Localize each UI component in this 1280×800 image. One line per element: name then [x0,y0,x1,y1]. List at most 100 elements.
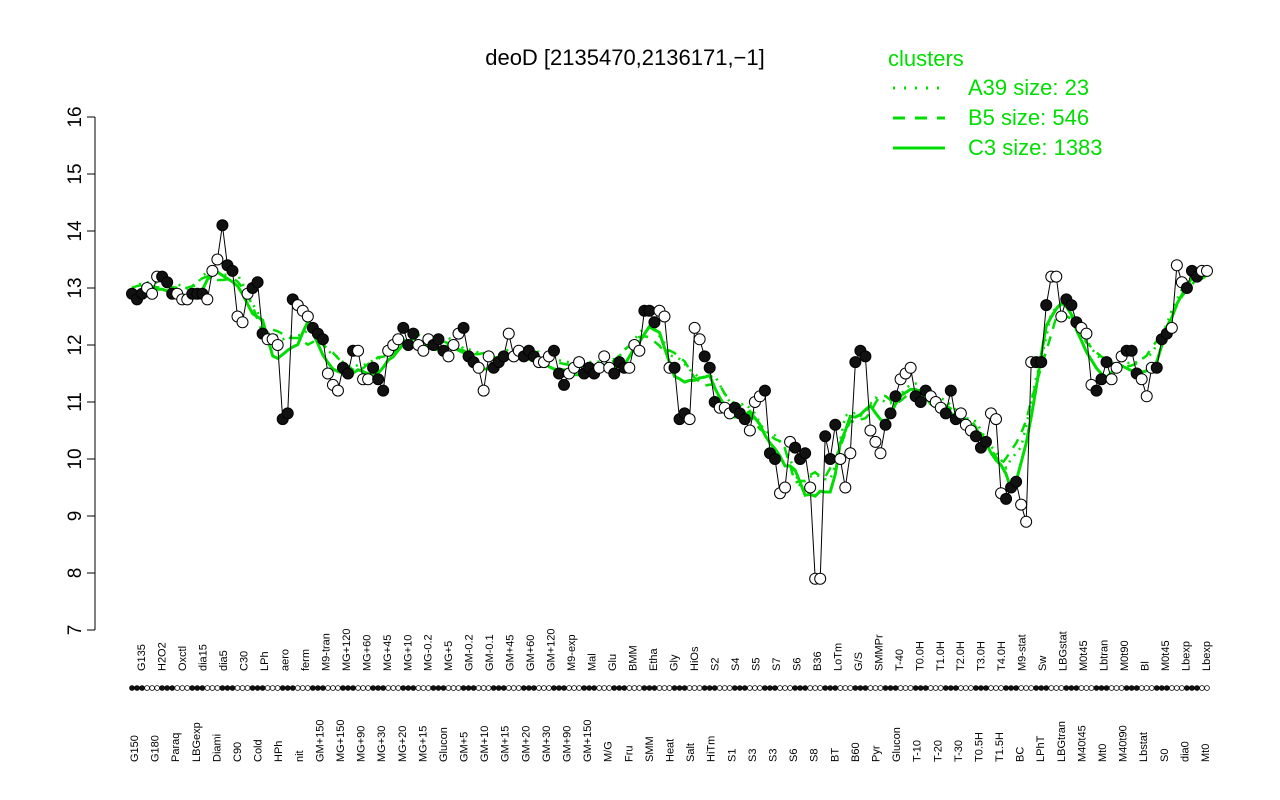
data-point [904,361,917,374]
rug-point [551,685,557,691]
x-tick-label-upper: T0.0H [914,641,926,671]
data-point [146,287,159,300]
data-point [372,373,385,386]
rug-point [561,685,567,691]
rug-point [219,685,226,691]
rug-point [968,685,974,691]
x-tick-label-upper: T-40 [894,649,906,671]
rug-point [500,685,507,691]
legend-label: A39 size: 23 [968,75,1089,100]
rug-point [852,685,859,691]
data-point [849,356,862,369]
x-tick-label-lower: nit [294,750,306,762]
rug-point [360,685,366,691]
legend: clusters A39 size: 23 B5 size: 546 C3 size… [888,46,1103,160]
rug-point [822,685,829,691]
rug-point [154,685,160,691]
rug-point [279,685,286,691]
rug-point [405,685,412,691]
x-tick-label-lower: MG+15 [417,726,429,762]
rug-point [651,685,658,691]
rug-point [882,685,889,691]
rug-point [325,685,331,691]
rug-point [1058,685,1065,691]
rug-point [857,685,864,691]
rug-point [264,685,271,691]
data-point [331,384,344,397]
data-point [402,339,415,351]
data-point [789,441,802,454]
rug-point [375,685,381,691]
x-tick-label-lower: GM+5 [459,732,471,762]
rug-point [455,685,462,691]
data-point [593,361,606,374]
data-point [201,293,214,306]
rug-point [234,685,241,691]
rug-point [320,685,326,691]
x-tick-label-lower: M40t45 [1076,725,1088,762]
rug-point [440,685,447,691]
rug-point [1053,685,1060,691]
rug-point [1083,685,1090,691]
rug-point [862,685,869,691]
data-point [864,424,877,437]
rug-point [611,685,618,691]
x-tick-label-lower: T-10 [912,740,924,762]
x-tick-label-upper: T3.0H [976,641,988,671]
rug-point [706,685,713,691]
data-point [1140,390,1153,403]
x-tick-label-upper: GM+120 [546,629,558,672]
rug-point [1189,685,1195,691]
rug-point [566,685,572,691]
x-tick-label-lower: GM+20 [520,726,532,762]
rug-point [556,685,562,691]
data-point [1055,310,1068,323]
x-tick-label-upper: T2.0H [955,641,967,671]
x-tick-label-lower: S1 [726,749,738,762]
x-tick-label-upper: MG-0.2 [423,634,435,671]
data-point [990,413,1003,426]
rug-point [872,685,879,691]
rug-point [721,685,728,691]
x-tick-label-upper: MG+60 [361,635,373,671]
rug-point [656,685,663,691]
x-tick-label-upper: M9-tran [320,633,332,671]
x-tick-label-upper: S5 [750,658,762,671]
rug-point [1038,685,1045,691]
x-tick-label-upper: Gly [669,654,681,671]
rug-point [922,685,929,691]
rug-point [887,685,894,691]
rug-point [726,685,733,691]
rug-point [616,685,623,691]
data-point [1201,264,1213,277]
x-tick-label-lower: GM+150 [582,720,594,763]
x-tick-label-upper: S6 [791,658,803,671]
rug-point [340,685,346,691]
x-tick-label-lower: HPh [273,741,285,762]
data-point [316,333,329,346]
data-point [859,350,872,363]
x-tick-label-upper: SMMPr [873,634,885,671]
rug-point [259,685,266,691]
data-point [969,430,982,443]
rug-point [576,685,582,691]
rug-point [1093,685,1100,691]
rug-point [249,685,256,691]
x-tick-label-upper: Oxctl [177,646,189,671]
rug-point [1078,685,1085,691]
rug-point [817,685,824,691]
rug-point [907,685,914,691]
y-tick-label: 9 [65,511,86,522]
data-point [884,407,897,420]
data-point [1170,259,1183,272]
x-tick-label-lower: LBGexp [191,722,203,762]
rug-point [917,685,924,691]
y-tick-label: 8 [65,568,86,579]
rug-point [330,685,336,691]
x-tick-label-upper: Sw [1037,656,1049,671]
data-point [1015,498,1028,511]
rug-point [762,685,768,691]
rug-point [777,685,783,691]
rug-point [515,685,522,691]
data-point [417,344,430,357]
